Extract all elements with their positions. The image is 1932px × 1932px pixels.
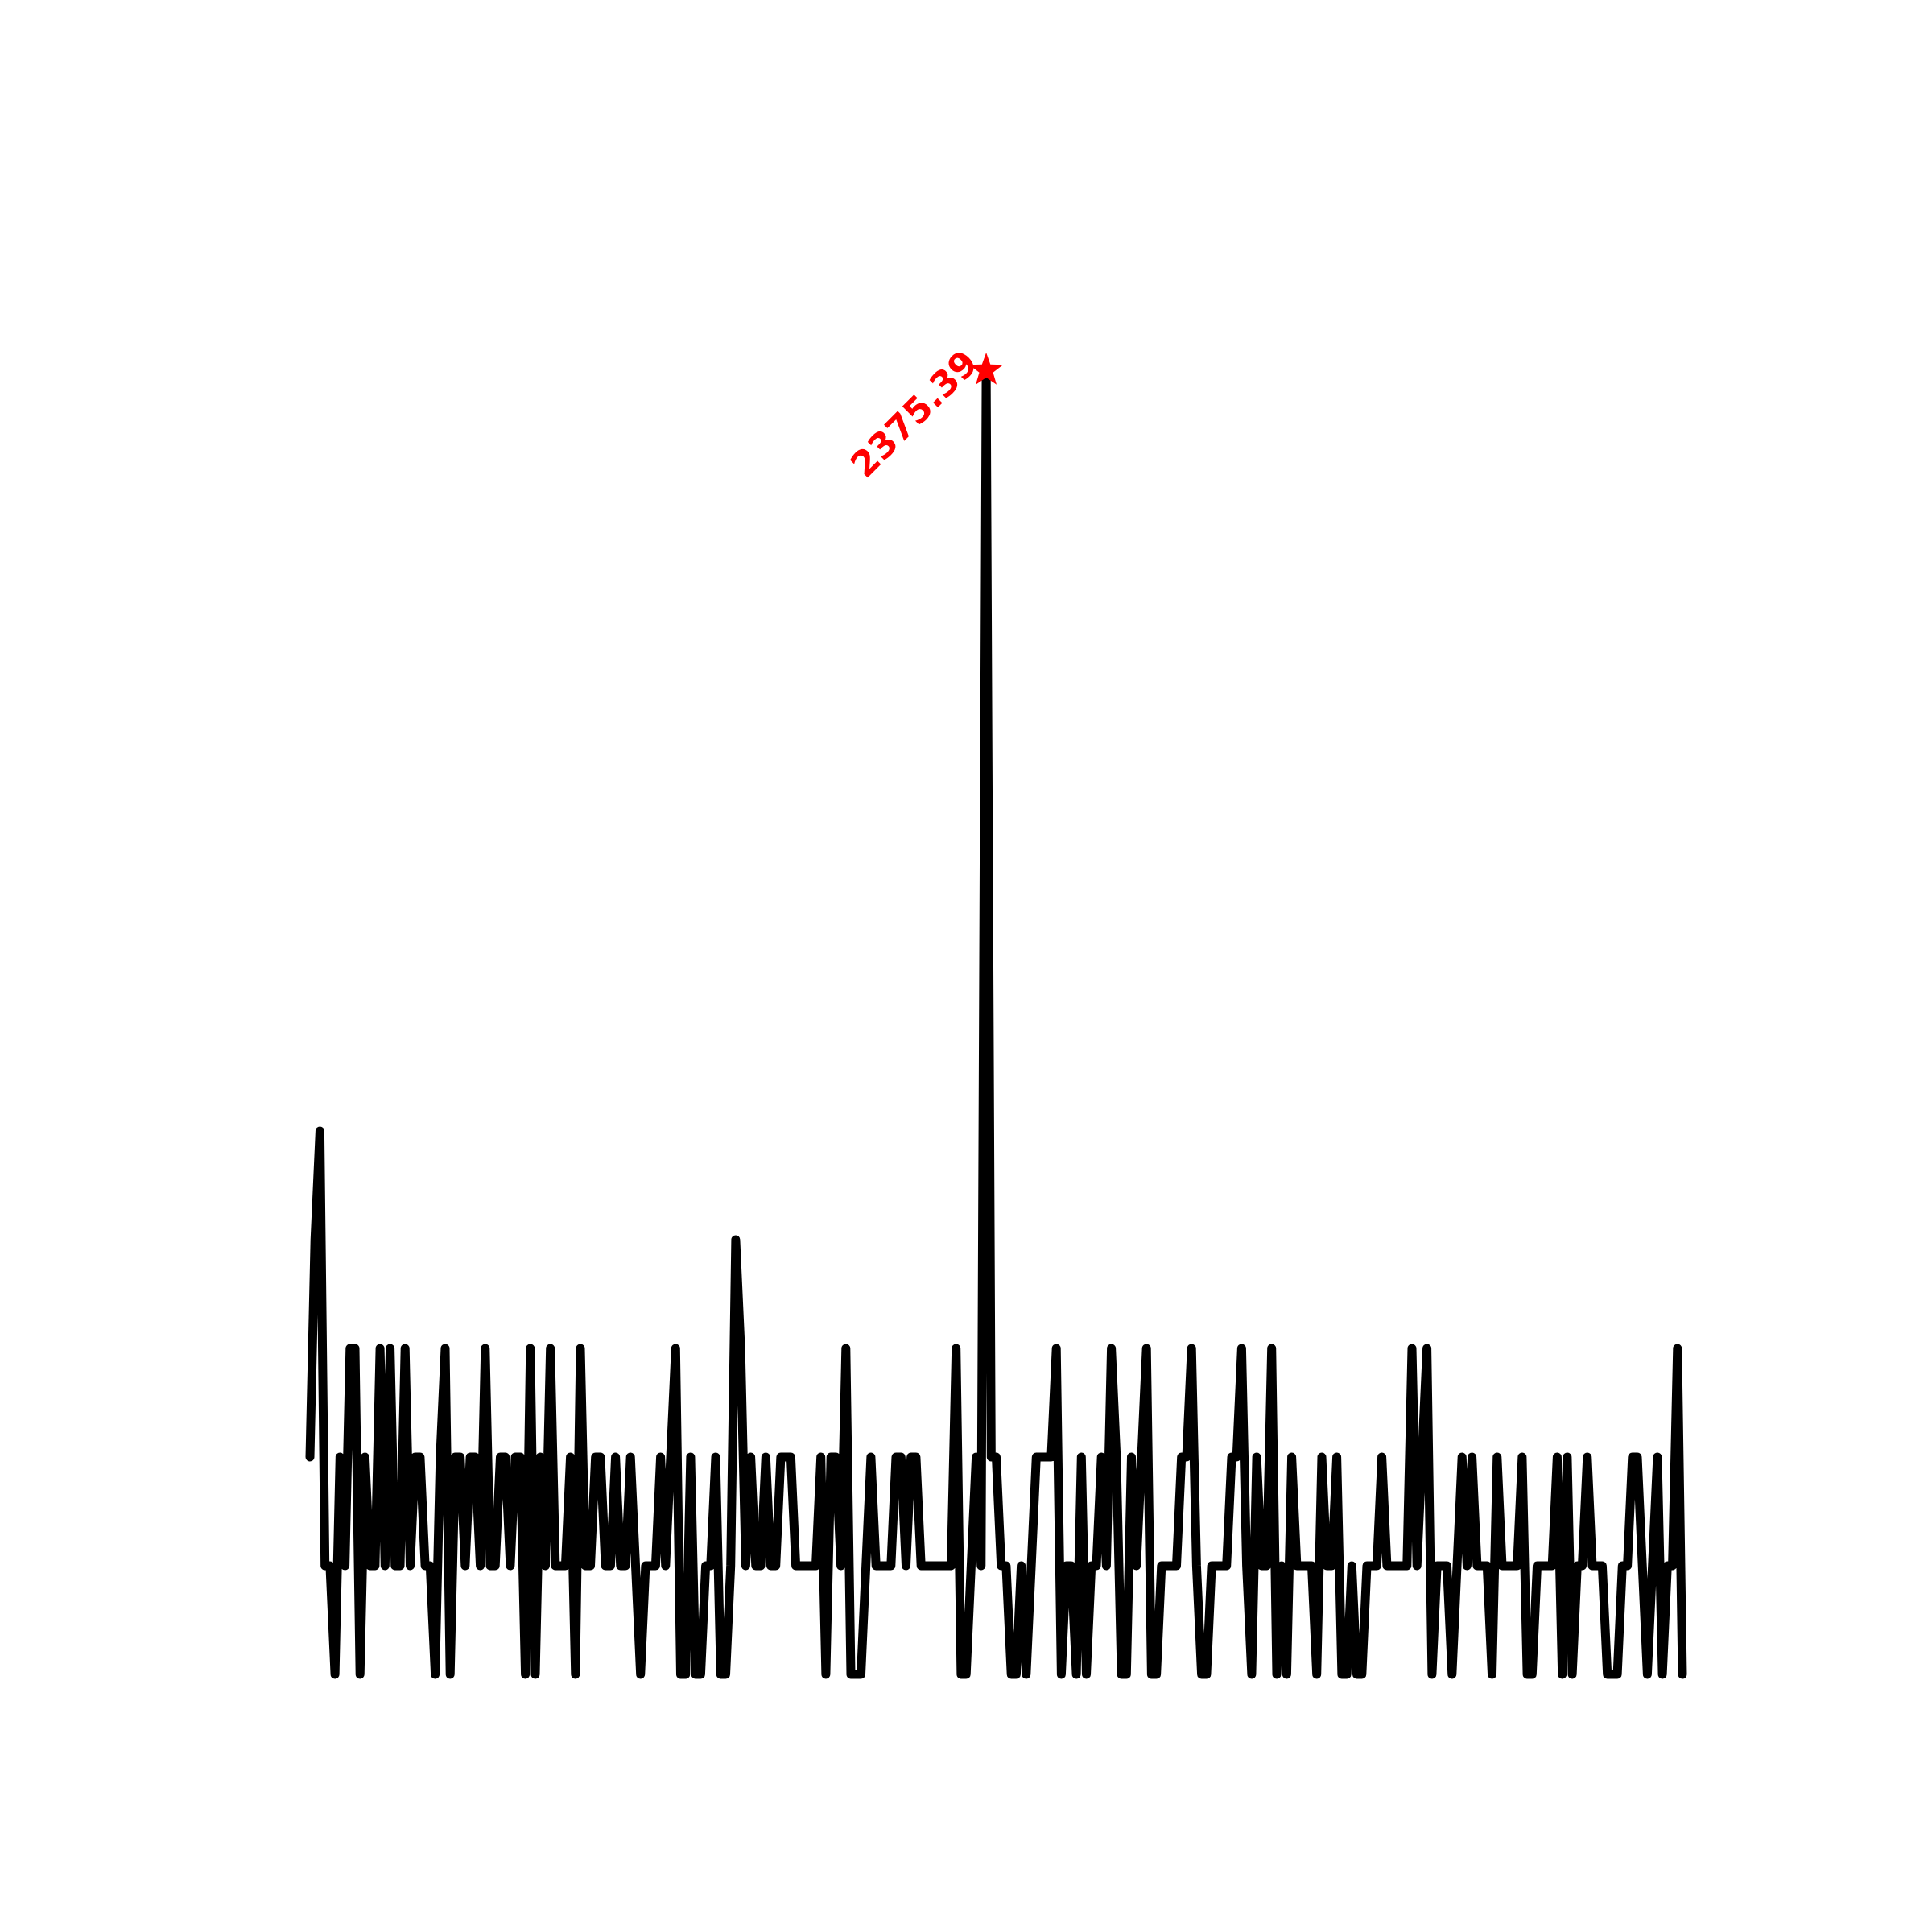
series-line [305, 365, 1687, 1679]
peak-star-marker [969, 353, 1003, 385]
peak-value-label: 2375.39 [843, 343, 986, 486]
